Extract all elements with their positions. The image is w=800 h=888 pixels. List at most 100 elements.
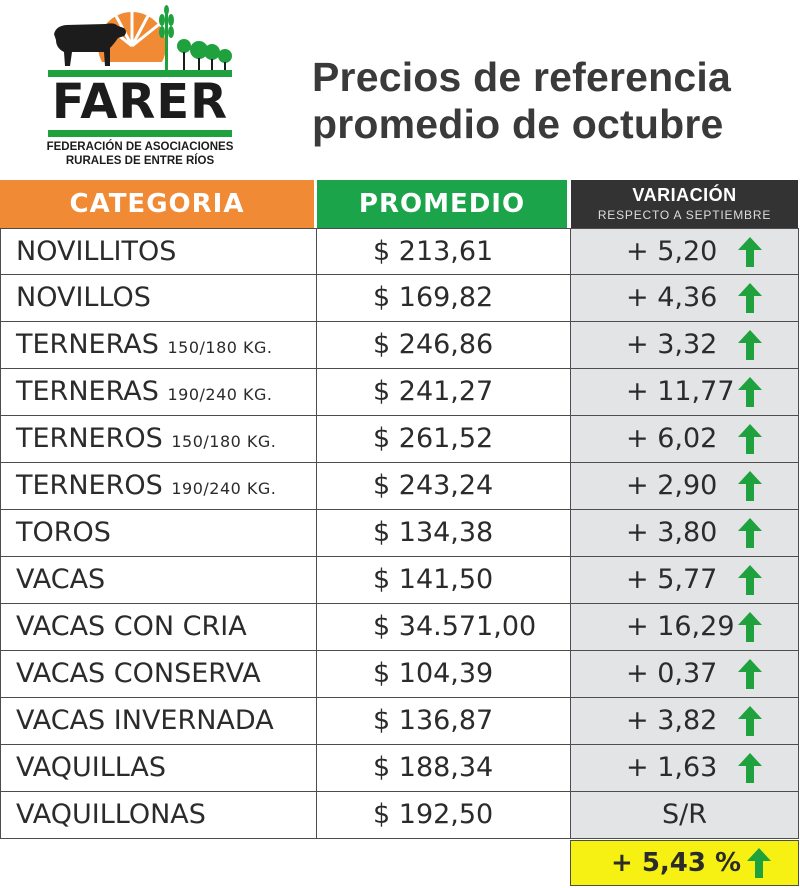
table-row: VAQUILLAS $ 188,34 + 1,63 (0, 745, 800, 792)
promedio-cell: $ 134,38 (316, 510, 571, 557)
promedio-value: $ 243,24 (373, 470, 494, 501)
variacion-cell: + 16,29 (570, 604, 799, 651)
variacion-value: + 5,20 (626, 236, 718, 267)
categoria-name: TERNEROS (16, 423, 163, 454)
logo-subtitle-line2: RURALES DE ENTRE RÍOS (65, 155, 215, 167)
arrow-up-icon (738, 706, 762, 736)
categoria-text: VACAS INVERNADA (16, 705, 274, 737)
categoria-name: VAQUILLAS (16, 752, 167, 783)
categoria-cell: TERNERAS 190/240 KG. (0, 369, 317, 416)
categoria-weight-range: 190/240 KG. (171, 479, 277, 498)
header-variacion: VARIACIÓN RESPECTO A SEPTIEMBRE (571, 180, 798, 228)
total-variation-value: + 5,43 % (611, 848, 742, 878)
arrow-up-icon (738, 377, 762, 407)
header-categoria: CATEGORIA (0, 180, 314, 228)
arrow-up-icon (738, 659, 762, 689)
table-row: VACAS $ 141,50 + 5,77 (0, 557, 800, 604)
promedio-value: $ 241,27 (373, 376, 494, 407)
header-promedio: PROMEDIO (317, 180, 567, 228)
variacion-value: + 3,82 (626, 705, 718, 736)
table-row: TERNEROS 190/240 KG. $ 243,24 + 2,90 (0, 463, 800, 510)
cow-sun-logo-icon (54, 5, 232, 74)
categoria-name: VACAS CONSERVA (16, 658, 261, 689)
variacion-value: + 4,36 (626, 282, 718, 313)
promedio-cell: $ 34.571,00 (316, 604, 571, 651)
variacion-cell: + 3,80 (570, 510, 799, 557)
categoria-weight-range: 150/180 KG. (167, 338, 273, 357)
table-row: TERNEROS 150/180 KG. $ 261,52 + 6,02 (0, 416, 800, 463)
variacion-value: + 1,63 (626, 752, 718, 783)
header-promedio-label: PROMEDIO (358, 189, 526, 219)
logo-bottom-stripe (48, 130, 232, 137)
variacion-cell: + 2,90 (570, 463, 799, 510)
promedio-value: $ 169,82 (373, 282, 494, 313)
promedio-cell: $ 192,50 (316, 792, 571, 839)
categoria-text: VACAS CONSERVA (16, 658, 261, 690)
arrow-up-icon (738, 612, 762, 642)
table-body: NOVILLITOS $ 213,61 + 5,20 NOVILLOS $ 169,82… (0, 228, 800, 839)
categoria-cell: TERNEROS 150/180 KG. (0, 416, 317, 463)
promedio-value: $ 261,52 (373, 423, 494, 454)
arrow-up-icon (738, 471, 762, 501)
header-variacion-label: VARIACIÓN (632, 185, 737, 205)
page-title: Precios de referencia promedio de octubr… (312, 54, 782, 148)
categoria-text: VAQUILLAS (16, 752, 166, 784)
promedio-cell: $ 188,34 (316, 745, 571, 792)
promedio-value: $ 141,50 (373, 564, 494, 595)
table-row: VACAS CONSERVA $ 104,39 + 0,37 (0, 651, 800, 698)
categoria-name: TERNERAS (16, 329, 159, 360)
promedio-cell: $ 104,39 (316, 651, 571, 698)
arrow-up-icon (738, 518, 762, 548)
categoria-text: TOROS (16, 517, 111, 549)
promedio-value: $ 104,39 (373, 658, 494, 689)
header-variacion-sublabel: RESPECTO A SEPTIEMBRE (597, 208, 772, 222)
categoria-name: TOROS (16, 517, 111, 548)
variacion-value: + 5,77 (626, 564, 718, 595)
categoria-name: TERNEROS (16, 470, 163, 501)
table-row: VAQUILLONAS $ 192,50 S/R (0, 792, 800, 839)
title-line1: Precios de referencia (312, 54, 731, 100)
categoria-cell: VACAS CON CRIA (0, 604, 317, 651)
categoria-cell: TERNERAS 150/180 KG. (0, 322, 317, 369)
categoria-cell: VAQUILLAS (0, 745, 317, 792)
variacion-cell: + 5,20 (570, 228, 799, 275)
variacion-cell: + 3,32 (570, 322, 799, 369)
categoria-name: NOVILLITOS (16, 236, 177, 267)
title-line2: promedio de octubre (312, 101, 724, 147)
promedio-cell: $ 241,27 (316, 369, 571, 416)
arrow-up-icon (738, 565, 762, 595)
categoria-text: NOVILLOS (16, 282, 151, 314)
arrow-up-icon (738, 424, 762, 454)
arrow-up-icon (747, 848, 771, 878)
variacion-cell: + 3,82 (570, 698, 799, 745)
logo-subtitle-line1: FEDERACIÓN DE ASOCIACIONES (46, 141, 234, 153)
promedio-value: $ 34.571,00 (373, 611, 537, 642)
promedio-cell: $ 246,86 (316, 322, 571, 369)
promedio-value: $ 136,87 (373, 705, 494, 736)
variacion-cell: + 11,77 (570, 369, 799, 416)
categoria-name: VACAS CON CRIA (16, 611, 247, 642)
categoria-text: TERNEROS 190/240 KG. (16, 470, 276, 505)
promedio-value: $ 246,86 (373, 329, 494, 360)
variacion-value: + 16,29 (626, 611, 735, 642)
table-row: NOVILLITOS $ 213,61 + 5,20 (0, 228, 800, 275)
categoria-cell: VAQUILLONAS (0, 792, 317, 839)
promedio-cell: $ 261,52 (316, 416, 571, 463)
categoria-text: NOVILLITOS (16, 236, 176, 268)
promedio-value: $ 188,34 (373, 752, 494, 783)
categoria-cell: NOVILLOS (0, 275, 317, 322)
categoria-text: VAQUILLONAS (16, 799, 206, 831)
total-variation: + 5,43 % (570, 840, 799, 886)
categoria-text: VACAS CON CRIA (16, 611, 247, 643)
categoria-weight-range: 150/180 KG. (171, 432, 277, 451)
arrow-up-icon (738, 283, 762, 313)
variacion-cell: + 1,63 (570, 745, 799, 792)
categoria-cell: VACAS CONSERVA (0, 651, 317, 698)
variacion-cell: + 4,36 (570, 275, 799, 322)
arrow-up-icon (738, 753, 762, 783)
categoria-text: VACAS (16, 564, 105, 596)
logo-top-stripe (48, 70, 232, 77)
variacion-cell: + 0,37 (570, 651, 799, 698)
promedio-cell: $ 213,61 (316, 228, 571, 275)
categoria-name: TERNERAS (16, 376, 159, 407)
